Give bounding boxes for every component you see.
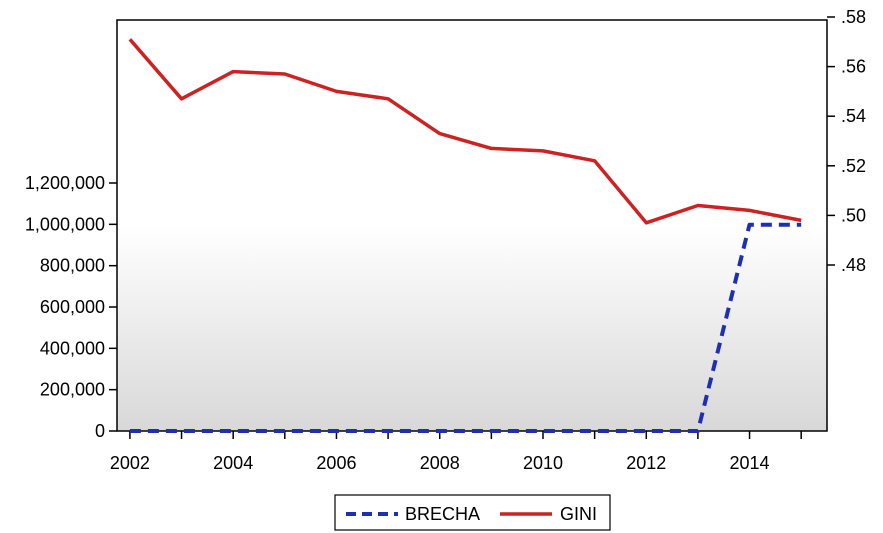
plot-area: [116, 19, 828, 432]
y-right-tick-label: .54: [841, 106, 866, 126]
y-left-tick-label: 1,200,000: [25, 173, 105, 193]
y-left-tick-label: 1,000,000: [25, 214, 105, 234]
y-right-tick-label: .56: [841, 57, 866, 77]
x-tick-label: 2008: [420, 453, 460, 473]
series-line-brecha: [129, 222, 802, 433]
x-tick-label: 2004: [213, 453, 253, 473]
y-left-tick-label: 800,000: [40, 256, 105, 276]
y-right-tick-label: .48: [841, 255, 866, 275]
y-right-tick-label: .50: [841, 205, 866, 225]
y-left-tick-label: 200,000: [40, 380, 105, 400]
x-tick-label: 2010: [523, 453, 563, 473]
x-tick-label: 2002: [110, 453, 150, 473]
y-left-tick-label: 400,000: [40, 338, 105, 358]
series-line-gini: [128, 38, 802, 225]
x-tick-label: 2014: [730, 453, 770, 473]
legend: BRECHA GINI: [334, 494, 611, 531]
y-left-tick-label: 0: [95, 421, 105, 441]
y-right-tick-label: .58: [841, 7, 866, 27]
y-right-tick-label: .52: [841, 156, 866, 176]
y-left-tick-label: 600,000: [40, 297, 105, 317]
legend-label-gini: GINI: [560, 504, 597, 524]
x-tick-label: 2006: [316, 453, 356, 473]
x-tick-label: 2012: [626, 453, 666, 473]
legend-label-brecha: BRECHA: [405, 504, 480, 524]
